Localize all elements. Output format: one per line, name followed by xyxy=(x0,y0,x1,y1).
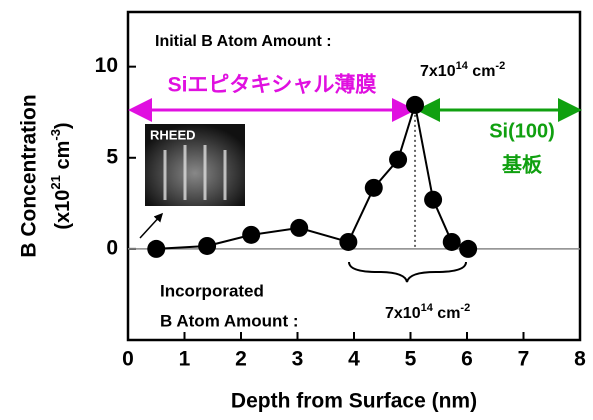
chart: B Concentration (x1021 cm-3) Depth from … xyxy=(0,0,593,420)
x-tick-label: 4 xyxy=(348,348,360,371)
annotation: 7x1014 cm-2 xyxy=(385,302,470,322)
annotation: B Atom Amount : xyxy=(160,311,299,330)
data-point xyxy=(290,219,308,237)
data-point xyxy=(389,151,407,169)
y-tick-label: 0 xyxy=(106,236,118,259)
annotation-part: cm xyxy=(433,305,461,322)
unit-part: 21 xyxy=(48,175,63,189)
annotation-part: 7x10 xyxy=(420,63,456,80)
brace xyxy=(349,262,466,282)
annotation: 7x1014 cm-2 xyxy=(420,60,505,80)
unit-part: cm xyxy=(52,141,74,175)
annotation-part: 14 xyxy=(456,60,469,72)
x-tick-label: 5 xyxy=(405,348,417,371)
data-point xyxy=(339,233,357,251)
inset-pointer xyxy=(140,214,162,238)
y-axis-label: B Concentration xyxy=(18,94,41,257)
y-tick-label: 10 xyxy=(95,54,118,77)
unit-part: (x10 xyxy=(52,190,74,230)
annotation-part: -2 xyxy=(460,302,470,314)
unit-part: ) xyxy=(52,122,74,129)
data-point xyxy=(365,179,383,197)
annotation-part: -2 xyxy=(495,60,505,72)
data-point xyxy=(443,233,461,251)
x-tick-label: 8 xyxy=(574,348,586,371)
x-axis-label: Depth from Surface (nm) xyxy=(231,390,477,413)
annotation-part: cm xyxy=(468,63,496,80)
data-point xyxy=(198,237,216,255)
inset-label: RHEED xyxy=(150,127,196,142)
x-tick-label: 6 xyxy=(461,348,473,371)
annotation: 基板 xyxy=(502,152,543,176)
data-point xyxy=(459,240,477,258)
annotation: Siエピタキシャル薄膜 xyxy=(168,73,377,97)
y-tick-label: 5 xyxy=(106,145,118,168)
x-tick-label: 0 xyxy=(122,348,134,371)
data-point xyxy=(147,240,165,258)
x-tick-label: 1 xyxy=(179,348,191,371)
x-tick-label: 2 xyxy=(235,348,247,371)
y-axis-unit: (x1021 cm-3) xyxy=(48,122,74,229)
x-tick-label: 7 xyxy=(518,348,530,371)
data-point xyxy=(406,96,424,114)
data-point xyxy=(424,191,442,209)
x-tick-label: 3 xyxy=(292,348,304,371)
annotation: Initial B Atom Amount : xyxy=(155,33,332,50)
annotation-part: 14 xyxy=(421,302,434,314)
annotation: Si(100) xyxy=(489,120,555,142)
page: B Concentration (x1021 cm-3) Depth from … xyxy=(0,0,593,420)
annotation: Incorporated xyxy=(160,281,264,300)
annotation-part: 7x10 xyxy=(385,305,421,322)
unit-part: -3 xyxy=(48,129,63,141)
data-point xyxy=(242,226,260,244)
